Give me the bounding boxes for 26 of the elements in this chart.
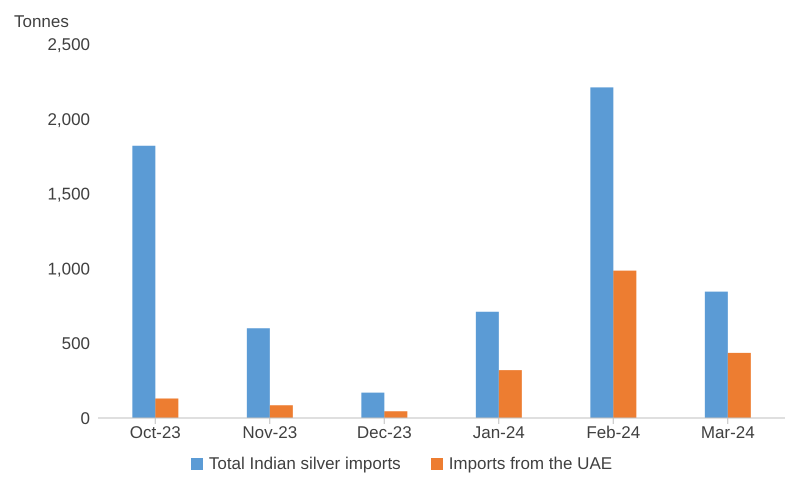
y-tick-label: 1,000 [47, 259, 90, 278]
y-tick-label: 0 [80, 409, 90, 428]
x-tick-label: Nov-23 [242, 423, 298, 442]
bar [704, 292, 728, 418]
y-tick-label: 2,500 [47, 35, 90, 54]
x-tick-label: Mar-24 [700, 423, 755, 442]
y-tick-label: 1,500 [47, 184, 90, 204]
bar [361, 392, 384, 418]
y-tick-label: 500 [62, 334, 90, 354]
bar [270, 405, 293, 418]
bar [498, 370, 522, 418]
legend-label: Total Indian silver imports [208, 454, 401, 474]
x-tick-label: Feb-24 [586, 423, 640, 442]
bar [590, 87, 614, 418]
bar [132, 146, 156, 418]
bar [246, 328, 270, 418]
bar [476, 312, 499, 418]
x-tick-label: Dec-23 [356, 423, 412, 442]
y-axis-title: Tonnes [14, 12, 69, 32]
bar [728, 352, 751, 418]
x-tick-label: Oct-23 [130, 423, 181, 442]
bar [613, 270, 636, 418]
bar [155, 398, 178, 418]
y-tick-label: 2,000 [47, 110, 90, 129]
x-tick-label: Jan-24 [472, 423, 525, 442]
legend-label: Imports from the UAE [448, 454, 612, 474]
